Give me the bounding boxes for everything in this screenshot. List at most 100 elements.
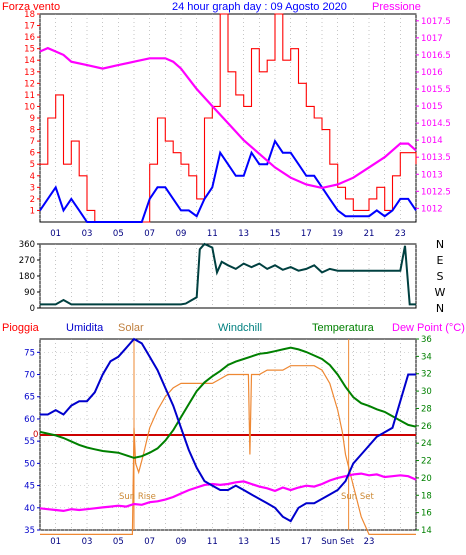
wind-xtick-label: 11 (207, 229, 218, 239)
humidity-ytick-label: 40 (24, 504, 35, 514)
climate-xtick-label: 07 (144, 537, 155, 547)
pressure-title: Pressione (372, 1, 421, 13)
pressure-ytick-label: 1017 (421, 34, 443, 44)
pressure-ytick-label: 1014 (421, 136, 443, 146)
sunrise-label: Sun Rise (119, 492, 156, 502)
pressure-ytick-label: 1012.5 (421, 187, 451, 197)
wind-ytick-label: 12 (24, 79, 35, 89)
wind-ytick-label: 4 (30, 172, 35, 182)
humidity-ytick-label: 55 (24, 437, 35, 447)
pressure-ytick-label: 1012 (421, 204, 443, 214)
humidity-title: Umidita (66, 322, 104, 334)
humidity-ytick-label: 35 (24, 526, 35, 536)
direction-series (40, 242, 416, 306)
temperature-ytick-label: 36 (421, 335, 432, 345)
humidity-ytick-label: 70 (24, 371, 35, 381)
rain-title: Pioggia (2, 322, 40, 334)
wind-ytick-label: 8 (30, 126, 35, 136)
dewpoint-series (39, 472, 417, 513)
climate-xtick-label: 03 (82, 537, 93, 547)
direction-compass-label: E (437, 254, 444, 267)
climate-xtick-label: 11 (207, 537, 218, 547)
wind-xtick-label: 17 (301, 229, 312, 239)
pressure-ytick-label: 1015.5 (421, 85, 451, 95)
temperature-title: Temperatura (312, 322, 375, 334)
climate-xtick-label: 17 (301, 537, 312, 547)
dewpoint-title: Dew Point (°C) (392, 322, 465, 334)
pressure-series (39, 46, 417, 190)
wind-xtick-label: 23 (395, 229, 406, 239)
wind-ytick-label: 9 (30, 114, 35, 124)
climate-xtick-label: Sun Set (321, 537, 354, 547)
direction-compass-label: N (436, 238, 444, 251)
humidity-ytick-label: 45 (24, 482, 35, 492)
chart-title: 24 hour graph day : 09 Agosto 2020 (172, 1, 347, 13)
climate-xtick-label: 01 (50, 537, 61, 547)
wind-xtick-label: 05 (113, 229, 124, 239)
wind-ytick-label: 13 (24, 68, 35, 78)
pressure-ytick-label: 1016.5 (421, 51, 451, 61)
wind-ytick-label: 15 (24, 45, 35, 55)
direction-compass-label: W (435, 286, 446, 299)
humidity-ytick-label: 60 (24, 415, 35, 425)
humidity-ytick-label: 65 (24, 393, 35, 403)
direction-compass-label: S (437, 270, 444, 283)
pressure-ytick-label: 1013 (421, 170, 443, 180)
humidity-ytick-label: 50 (24, 459, 35, 469)
solar-title: Solar (118, 322, 144, 334)
direction-ytick-label: 360 (19, 240, 35, 250)
temperature-ytick-label: 28 (421, 404, 432, 414)
wind-ytick-label: 3 (30, 183, 35, 193)
wind-xtick-label: 21 (364, 229, 375, 239)
windchill-title: Windchill (218, 322, 262, 334)
pressure-ytick-label: 1016 (421, 68, 443, 78)
wind-xtick-label: 01 (50, 229, 61, 239)
wind-pressure-chart: 12345678910111213141516171810121012.5101… (24, 10, 451, 239)
temperature-ytick-label: 16 (421, 509, 432, 519)
direction-ytick-label: 270 (19, 256, 35, 266)
climate-xtick-label: 23 (364, 537, 375, 547)
temperature-ytick-label: 34 (421, 352, 432, 362)
wind-ytick-label: 6 (30, 149, 35, 159)
direction-ytick-label: 90 (24, 288, 35, 298)
wind-xtick-label: 15 (270, 229, 281, 239)
pressure-ytick-label: 1013.5 (421, 153, 451, 163)
direction-compass-label: N (436, 302, 444, 315)
humidity-temperature-chart: 35 40 45 50 55 60 65 70 75 14 16 18 20 22 24 26 28 30 32 34… (24, 335, 432, 547)
humidity-series (40, 337, 416, 523)
temperature-ytick-label: 18 (421, 491, 432, 501)
wind-ytick-label: 10 (24, 102, 35, 112)
climate-xtick-label: 05 (113, 537, 124, 547)
climate-xtick-label: 09 (176, 537, 187, 547)
avg-wind-series (39, 138, 417, 223)
solar-series (40, 365, 416, 536)
wind-title: Forza vento (2, 1, 60, 13)
wind-xtick-label: 09 (176, 229, 187, 239)
wind-xtick-label: 03 (82, 229, 93, 239)
temperature-ytick-label: 26 (421, 422, 432, 432)
wind-ytick-label: 16 (24, 33, 35, 43)
temperature-ytick-label: 30 (421, 387, 432, 397)
rain-value-label: 0 (33, 430, 38, 440)
temperature-ytick-label: 20 (421, 474, 432, 484)
wind-xtick-label: 13 (238, 229, 249, 239)
direction-ytick-label: 180 (19, 272, 35, 282)
wind-ytick-label: 2 (30, 195, 35, 205)
wind-ytick-label: 17 (24, 22, 35, 32)
wind-ytick-label: 11 (24, 91, 35, 101)
pressure-ytick-label: 1014.5 (421, 119, 451, 129)
temperature-ytick-label: 32 (421, 370, 432, 380)
wind-ytick-label: 1 (30, 206, 35, 216)
direction-ytick-label: 0 (30, 304, 35, 314)
climate-xtick-label: 15 (270, 537, 281, 547)
temperature-series (39, 346, 417, 459)
sunset-label: Sun Set (341, 492, 374, 502)
wind-ytick-label: 5 (30, 160, 35, 170)
pressure-ytick-label: 1015 (421, 102, 443, 112)
pressure-ytick-label: 1017.5 (421, 17, 451, 27)
wind-ytick-label: 14 (24, 56, 35, 66)
climate-xtick-label: 13 (238, 537, 249, 547)
wind-ytick-label: 7 (30, 137, 35, 147)
